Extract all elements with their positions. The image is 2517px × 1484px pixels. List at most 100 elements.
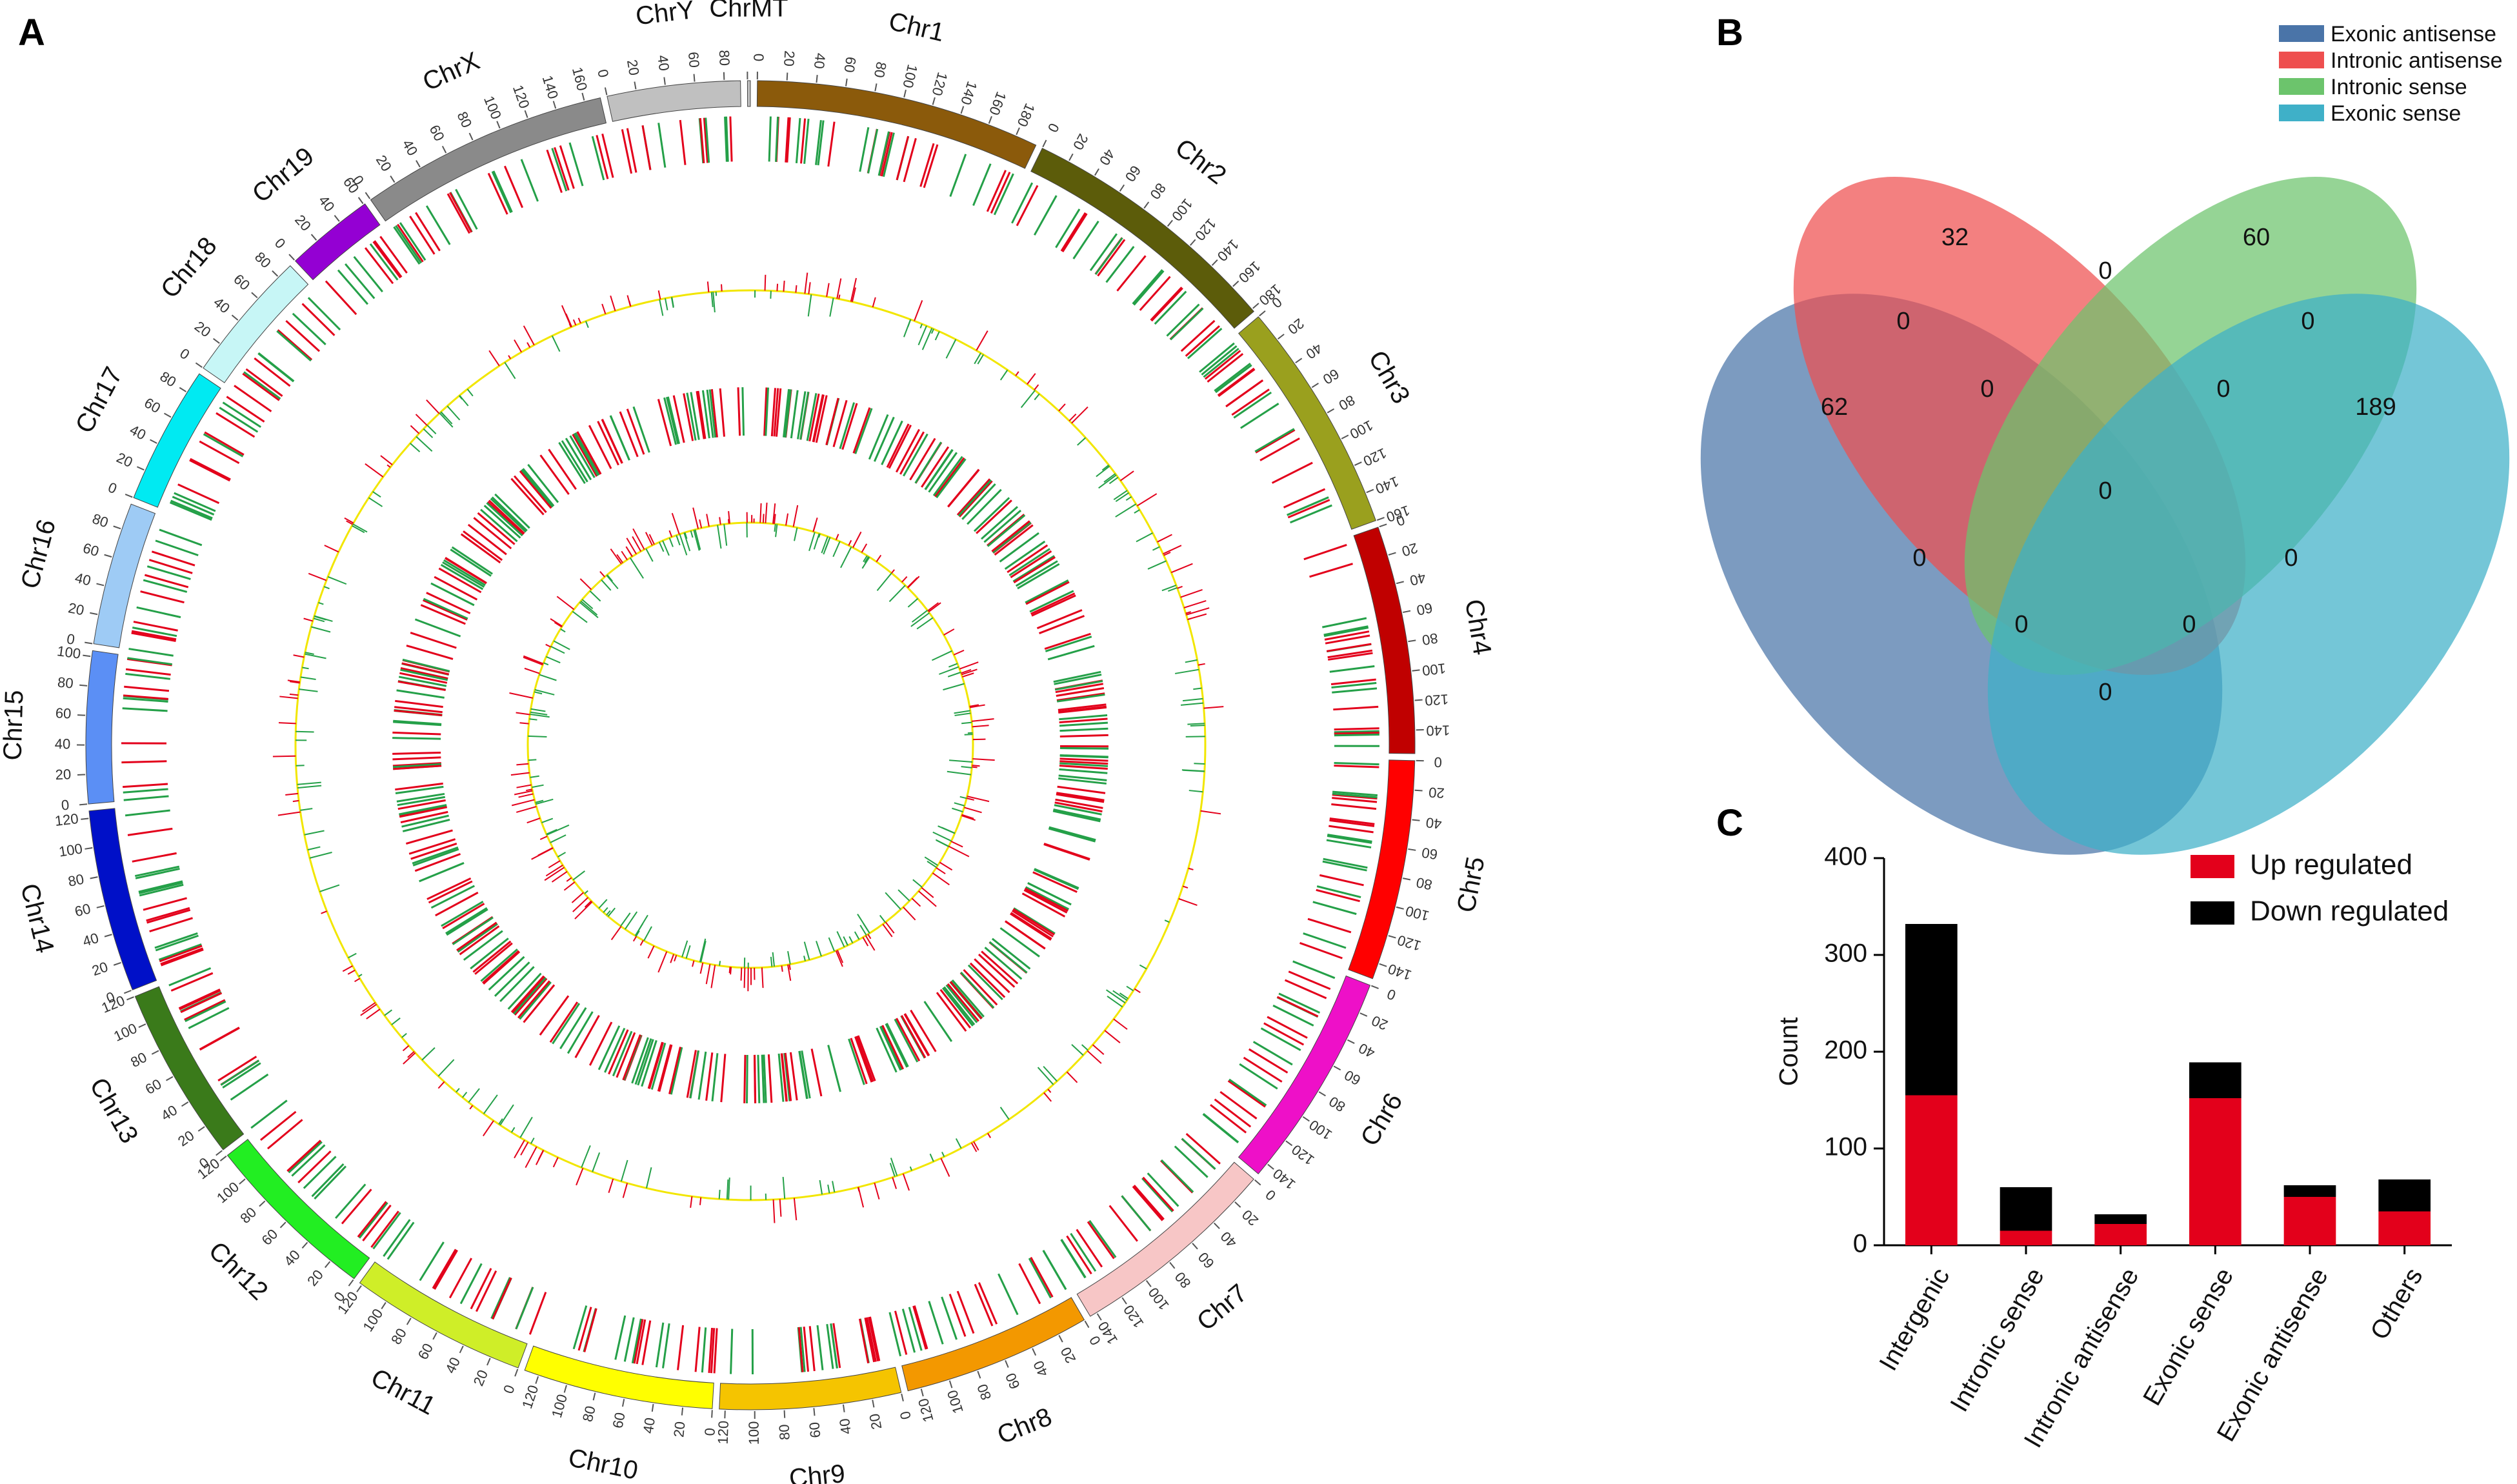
- tick-mark: [1302, 1116, 1310, 1122]
- histogram-spike: [516, 784, 532, 788]
- track-line: [1054, 801, 1103, 813]
- track-line: [1055, 683, 1104, 694]
- track-line: [1059, 768, 1108, 774]
- track-line: [729, 116, 733, 162]
- track-line: [494, 961, 530, 997]
- track-line: [395, 225, 423, 264]
- track-line: [401, 662, 450, 676]
- track-line: [1060, 1239, 1087, 1279]
- track-line: [631, 1037, 649, 1084]
- track-line: [174, 492, 216, 512]
- track-line: [1036, 609, 1083, 630]
- histogram-spike: [947, 770, 972, 776]
- track-line: [134, 865, 180, 877]
- tick-mark: [1295, 357, 1303, 364]
- track-line: [123, 783, 168, 788]
- track-line: [1008, 548, 1050, 576]
- histogram-spike: [531, 847, 554, 860]
- histogram-spike: [972, 766, 978, 768]
- track-line: [880, 1025, 903, 1070]
- panel-b-label: B: [1716, 12, 1743, 54]
- tick-label: 60: [55, 705, 72, 721]
- x-tick-label: Intergenic: [1874, 1263, 1955, 1376]
- tick-mark: [123, 990, 132, 994]
- venn-count-ea-ia-es: 0: [2182, 611, 2196, 638]
- track-line: [234, 385, 272, 412]
- histogram-spike: [416, 436, 433, 452]
- track-line: [446, 908, 488, 936]
- histogram-spike: [889, 1163, 896, 1177]
- histogram-spike: [544, 867, 565, 881]
- histogram-spike: [948, 845, 970, 857]
- histogram-spike: [1125, 496, 1132, 501]
- tick-label: 100: [1421, 660, 1447, 679]
- tick-label: 40: [74, 570, 93, 589]
- track-line: [125, 809, 170, 817]
- histogram-spike: [762, 514, 765, 523]
- histogram-spike: [1157, 534, 1172, 543]
- track-line: [1004, 540, 1046, 570]
- histogram-spike: [861, 543, 868, 553]
- tick-mark: [932, 97, 936, 105]
- track-line: [999, 532, 1039, 563]
- track-line: [992, 521, 1032, 554]
- histogram-spike: [285, 792, 299, 796]
- tick-mark: [96, 905, 105, 908]
- track-line: [243, 371, 281, 400]
- track-line: [459, 925, 500, 956]
- track-line: [285, 320, 321, 352]
- track-line: [510, 477, 545, 516]
- track-line: [286, 1139, 322, 1172]
- tick-mark: [1341, 434, 1349, 439]
- histogram-spike: [803, 941, 810, 960]
- tick-mark: [104, 554, 112, 558]
- histogram-spike: [1115, 503, 1137, 517]
- histogram-spike: [657, 951, 668, 973]
- track-line: [958, 479, 992, 517]
- tick-mark: [195, 362, 203, 368]
- track-line: [1326, 643, 1372, 652]
- track-line: [816, 1325, 824, 1370]
- histogram-spike: [534, 691, 543, 695]
- histogram-spike: [553, 640, 570, 650]
- track-line: [899, 431, 925, 475]
- tick-label: 80: [1421, 630, 1439, 648]
- track-line: [136, 606, 181, 619]
- track-line: [741, 387, 745, 436]
- histogram-spike: [272, 755, 296, 757]
- histogram-spike: [928, 602, 941, 613]
- tick-mark: [903, 89, 907, 98]
- tick-label: 120: [929, 70, 951, 97]
- histogram-spike: [584, 900, 592, 908]
- histogram-spike: [1185, 611, 1192, 614]
- tick-label: 80: [1147, 180, 1169, 203]
- track-line: [803, 119, 810, 165]
- venn-count-exonic-sense-only: 189: [2355, 394, 2396, 421]
- histogram-spike: [971, 718, 994, 722]
- track-line: [1087, 1221, 1115, 1259]
- track-line: [521, 468, 554, 507]
- track-line: [1150, 287, 1183, 322]
- track-line: [1292, 960, 1336, 979]
- track-line: [372, 241, 401, 279]
- track-line: [559, 1007, 587, 1050]
- tick-label: 60: [73, 900, 92, 919]
- track-line: [697, 1051, 707, 1100]
- track-line: [981, 506, 1018, 540]
- tick-label: 20: [55, 766, 72, 783]
- tick-mark: [459, 1345, 464, 1354]
- track-line: [619, 411, 639, 457]
- histogram-spike: [812, 517, 818, 532]
- track-line: [125, 672, 171, 680]
- tick-label: 0: [500, 1383, 518, 1396]
- track-line: [657, 123, 667, 168]
- track-line: [1052, 810, 1101, 823]
- track-line: [414, 618, 461, 637]
- chromosome-label: Chr12: [203, 1236, 274, 1306]
- histogram-spike: [1187, 613, 1207, 621]
- track-line: [978, 1282, 998, 1325]
- tick-mark: [104, 934, 112, 938]
- histogram-spike: [911, 610, 928, 623]
- track-line: [808, 1326, 816, 1372]
- histogram-spike: [955, 1138, 962, 1149]
